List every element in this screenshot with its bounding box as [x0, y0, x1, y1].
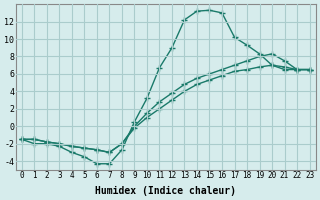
X-axis label: Humidex (Indice chaleur): Humidex (Indice chaleur): [95, 186, 236, 196]
